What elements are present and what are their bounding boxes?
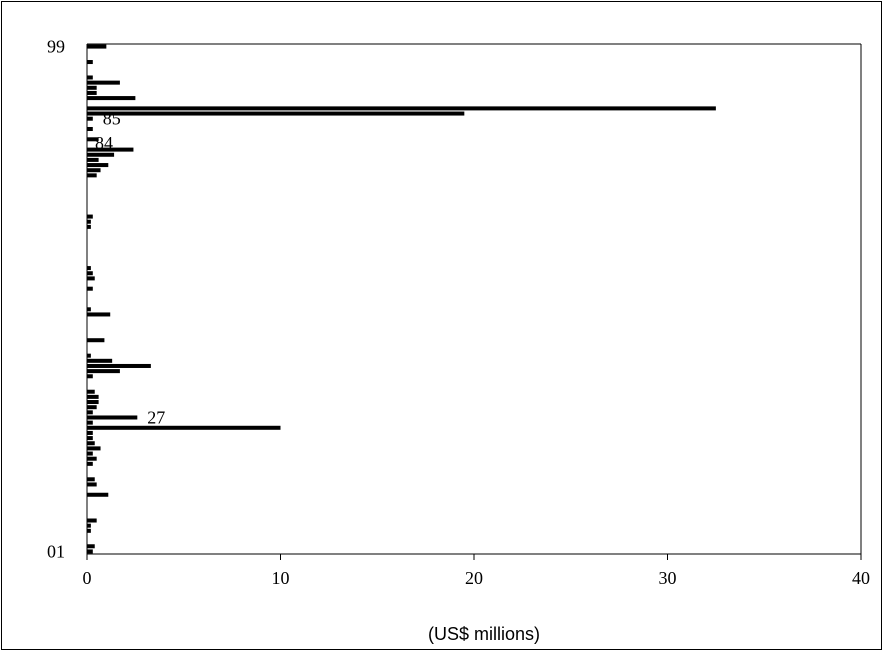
- bar-78: [87, 152, 115, 157]
- bar-79: [87, 147, 134, 152]
- bar-22: [87, 441, 95, 446]
- annotations-group: 85 84 27: [95, 109, 165, 428]
- bar-32: [87, 389, 95, 394]
- x-tick-label-30: 30: [659, 568, 677, 588]
- bar-1: [87, 549, 93, 554]
- bar-77: [87, 157, 99, 162]
- bar-21: [87, 446, 101, 451]
- bar-42: [87, 338, 105, 343]
- bar-64: [87, 224, 91, 229]
- bar-30: [87, 400, 99, 405]
- bar-37: [87, 363, 151, 368]
- bar-29: [87, 405, 97, 410]
- bar-20: [87, 451, 93, 456]
- bar-5: [87, 528, 91, 533]
- bar-87: [87, 106, 716, 111]
- x-tick-label-0: 0: [83, 568, 92, 588]
- y-tick-label-01: 01: [47, 541, 65, 561]
- x-tick-label-10: 10: [272, 568, 290, 588]
- bar-96: [87, 60, 93, 65]
- bar-2: [87, 544, 95, 549]
- bar-24: [87, 430, 93, 435]
- bar-7: [87, 518, 97, 523]
- bar-92: [87, 80, 120, 85]
- bar-38: [87, 358, 113, 363]
- bar-19: [87, 456, 97, 461]
- bar-12: [87, 492, 109, 497]
- bar-85: [87, 116, 93, 121]
- bar-26: [87, 420, 93, 425]
- bar-90: [87, 90, 97, 95]
- bar-15: [87, 477, 95, 482]
- bar-28: [87, 410, 93, 415]
- bar-27: [87, 415, 138, 420]
- bar-47: [87, 312, 111, 317]
- bar-56: [87, 266, 91, 271]
- x-axis-title: (US$ millions): [428, 624, 540, 644]
- bar-25: [87, 425, 281, 430]
- bar-93: [87, 75, 93, 80]
- x-tick-label-40: 40: [852, 568, 870, 588]
- bar-35: [87, 374, 93, 379]
- bar-23: [87, 436, 93, 441]
- x-tick-label-20: 20: [465, 568, 483, 588]
- bar-91: [87, 85, 97, 90]
- y-tick-label-99: 99: [47, 37, 65, 57]
- bar-39: [87, 353, 91, 358]
- bar-36: [87, 369, 120, 374]
- bar-89: [87, 96, 136, 101]
- bars-group: [87, 44, 716, 554]
- bar-83: [87, 126, 93, 132]
- x-ticks-group: 0 10 20 30 40: [83, 554, 870, 588]
- bar-55: [87, 271, 93, 276]
- bar-75: [87, 168, 101, 173]
- bar-65: [87, 219, 91, 224]
- axes-group: [86, 43, 862, 555]
- bar-52: [87, 286, 93, 291]
- bar-74: [87, 173, 97, 178]
- bar-66: [87, 214, 93, 219]
- annotation-85: 85: [103, 109, 121, 129]
- bar-31: [87, 394, 99, 399]
- bar-81: [87, 137, 99, 142]
- bar-86: [87, 111, 465, 116]
- bar-54: [87, 276, 95, 281]
- bar-48: [87, 307, 91, 312]
- annotation-84: 84: [95, 133, 113, 153]
- bar-14: [87, 482, 97, 487]
- bar-6: [87, 523, 91, 528]
- bar-18: [87, 461, 93, 466]
- annotation-27: 27: [147, 407, 165, 427]
- y-ticks-group: 01 99: [47, 37, 65, 562]
- bar-76: [87, 163, 109, 168]
- bar-99: [87, 44, 107, 49]
